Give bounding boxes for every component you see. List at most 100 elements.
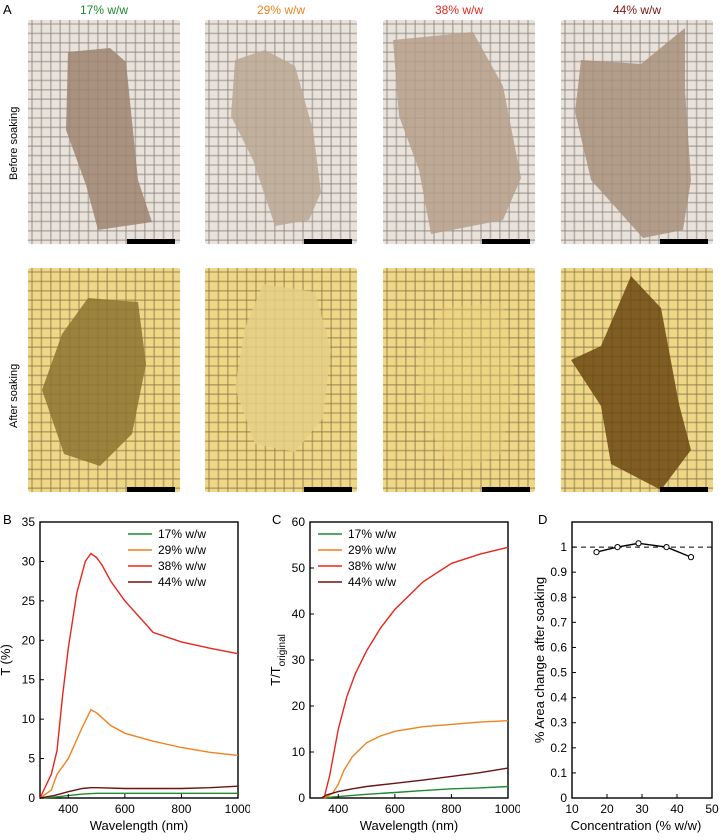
column-title-3: 38% w/w <box>434 3 484 17</box>
x-axis-label: Wavelength (nm) <box>360 818 459 833</box>
y-tick-label: 30 <box>22 554 36 568</box>
legend-label: 38% w/w <box>348 559 396 573</box>
y-tick-label: 25 <box>22 594 36 608</box>
y-axis-label-main: T (%) <box>0 644 13 676</box>
photo-after-2 <box>205 268 357 492</box>
series-line-3 <box>39 552 239 799</box>
panel-b-letter: B <box>3 512 12 527</box>
series-line-1 <box>39 792 238 799</box>
legend-label: 29% w/w <box>158 543 206 557</box>
y-axis-label-main: T/T <box>268 666 283 686</box>
y-tick-label: 0.4 <box>550 691 567 705</box>
x-tick-label: 400 <box>328 802 348 816</box>
chart-c-relative-transmittance: 400 600 800 1000 0 10 20 30 40 50 60 Wavelength (nm… <box>268 515 520 833</box>
y-tick-label: 0 <box>560 791 567 805</box>
panel-c-letter: C <box>272 512 282 527</box>
legend-label: 38% w/w <box>158 559 206 573</box>
x-tick-label: 40 <box>670 802 684 816</box>
photo-before-2 <box>205 20 357 244</box>
data-point <box>593 549 600 556</box>
legend-label: 44% w/w <box>158 575 206 589</box>
legend-label: 29% w/w <box>348 543 396 557</box>
panel-a-letter: A <box>3 2 12 17</box>
y-axis-label: T/Toriginal <box>268 634 288 686</box>
data-point <box>687 554 695 561</box>
y-tick-label: 0 <box>28 791 35 805</box>
x-axis-label: Concentration (% w/w) <box>571 818 702 833</box>
x-tick-label: 1000 <box>225 802 250 816</box>
chart-d-area-change: 10 20 30 40 50 0 0.1 0.2 0.3 0.4 0.5 0.6 0.7 0.8 0.9 1 C… <box>532 521 719 833</box>
photo-before-1 <box>28 20 180 244</box>
y-tick-label: 35 <box>22 515 36 529</box>
y-tick-label: 0.5 <box>550 666 567 680</box>
y-tick-label: 0.6 <box>550 640 567 654</box>
y-tick-label: 0.2 <box>550 741 567 755</box>
scale-bar <box>482 487 530 492</box>
y-axis-label-subscript: original <box>277 634 288 666</box>
legend-label: 44% w/w <box>348 575 396 589</box>
y-tick-label: 40 <box>292 607 306 621</box>
y-tick-label: 10 <box>292 745 306 759</box>
data-point <box>635 540 642 547</box>
legend-label: 17% w/w <box>158 527 206 541</box>
x-tick-label: 20 <box>600 802 614 816</box>
y-tick-label: 0 <box>298 791 305 805</box>
photo-before-3 <box>383 20 535 244</box>
x-tick-label: 800 <box>171 802 191 816</box>
series-line-4 <box>320 767 509 799</box>
scale-bar <box>660 239 708 244</box>
data-point <box>614 543 621 551</box>
x-tick-label: 50 <box>705 802 719 816</box>
y-tick-label: 20 <box>22 633 36 647</box>
y-axis-label: T (%) <box>0 644 13 676</box>
column-title-2: 29% w/w <box>256 3 306 17</box>
scale-bar <box>304 239 352 244</box>
data-point <box>663 543 670 551</box>
legend-label: 17% w/w <box>348 527 396 541</box>
y-tick-label: 30 <box>292 653 306 667</box>
y-tick-label: 1 <box>560 540 567 554</box>
x-tick-label: 400 <box>58 802 78 816</box>
scale-bar <box>660 487 708 492</box>
x-tick-label: 600 <box>115 802 135 816</box>
y-axis-label: % Area change after soaking <box>532 577 547 743</box>
y-tick-label: 15 <box>22 673 36 687</box>
plot-frame <box>39 521 239 799</box>
y-tick-label: 0.7 <box>550 615 567 629</box>
y-tick-label: 60 <box>292 515 306 529</box>
column-title-4: 44% w/w <box>612 3 662 17</box>
data-line <box>596 542 692 558</box>
y-tick-label: 50 <box>292 561 306 575</box>
row-label-after: After soaking <box>8 363 20 428</box>
x-tick-label: 10 <box>565 802 579 816</box>
panel-d-letter: D <box>538 512 548 527</box>
row-label-before: Before soaking <box>8 106 20 180</box>
y-tick-label: 0.9 <box>550 565 567 579</box>
series-line-3 <box>323 546 509 799</box>
scale-bar <box>127 239 175 244</box>
x-tick-label: 30 <box>635 802 649 816</box>
series-line-4 <box>39 785 239 799</box>
photo-before-4 <box>561 20 713 244</box>
y-tick-label: 5 <box>28 752 35 766</box>
series-line-2 <box>39 708 239 799</box>
x-tick-label: 800 <box>441 802 461 816</box>
scale-bar <box>482 239 530 244</box>
y-tick-label: 0.1 <box>550 766 567 780</box>
x-axis-label: Wavelength (nm) <box>90 818 189 833</box>
y-tick-label: 10 <box>22 712 36 726</box>
y-tick-label: 20 <box>292 699 306 713</box>
scale-bar <box>304 487 352 492</box>
plot-frame <box>571 521 713 799</box>
series-line-2 <box>323 720 509 799</box>
photo-after-3 <box>383 268 535 492</box>
x-tick-label: 1000 <box>495 802 520 816</box>
y-tick-label: 0.8 <box>550 590 567 604</box>
scale-bar <box>127 487 175 492</box>
photo-after-4 <box>561 268 713 492</box>
plot-frame <box>309 521 509 799</box>
photo-after-1 <box>28 268 180 492</box>
series-line-1 <box>321 785 509 799</box>
chart-b-transmittance: 400 600 800 1000 0 5 10 15 20 25 30 35 Wavelength (n… <box>0 515 250 833</box>
column-title-1: 17% w/w <box>79 3 129 17</box>
